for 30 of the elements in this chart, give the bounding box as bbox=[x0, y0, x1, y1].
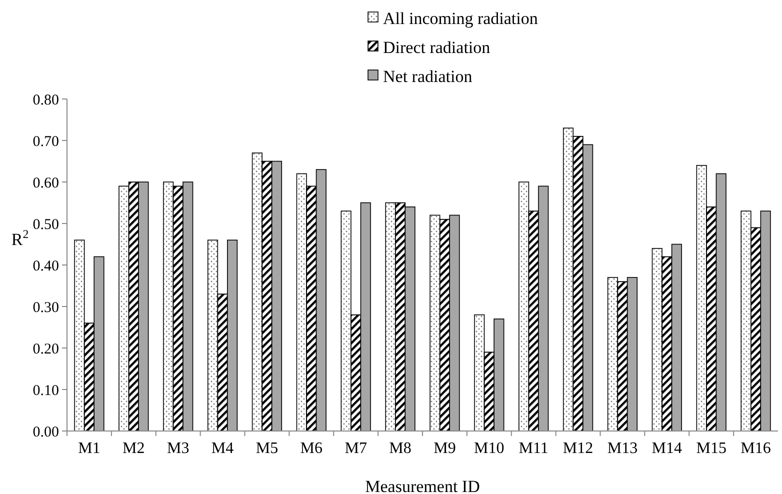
y-tick-label: 0.10 bbox=[32, 382, 59, 399]
x-tick-label: M14 bbox=[652, 440, 682, 457]
x-tick-label: M15 bbox=[696, 440, 726, 457]
y-tick-label: 0.80 bbox=[32, 92, 59, 108]
x-tick-label: M6 bbox=[300, 440, 323, 457]
x-tick-label: M7 bbox=[344, 440, 367, 457]
y-tick-label: 0.20 bbox=[32, 341, 59, 358]
x-tick-label: M13 bbox=[607, 440, 638, 457]
y-tick-label: 0.30 bbox=[32, 300, 59, 316]
x-tick-label: M11 bbox=[518, 440, 548, 457]
x-tick-label: M1 bbox=[78, 440, 100, 457]
x-tick-label: M3 bbox=[166, 440, 190, 457]
x-axis-title: Measurement ID bbox=[365, 477, 480, 494]
y-tick-label: 0.60 bbox=[32, 175, 59, 192]
y-tick-label: 0.50 bbox=[32, 216, 59, 233]
legend-label: Net radiation bbox=[383, 66, 473, 86]
x-tick-label: M12 bbox=[562, 440, 594, 457]
y-tick-label: 0.70 bbox=[32, 134, 59, 150]
x-tick-label: M2 bbox=[122, 440, 145, 457]
x-tick-label: M5 bbox=[256, 440, 278, 457]
x-tick-label: M9 bbox=[434, 440, 456, 457]
legend-label: All incoming radiation bbox=[383, 8, 538, 28]
x-tick-label: M16 bbox=[740, 440, 771, 457]
y-axis-title: R$^{2}$ bbox=[11, 227, 29, 249]
legend-label: Direct radiation bbox=[383, 38, 491, 57]
x-tick-label: M10 bbox=[474, 440, 504, 457]
y-tick-label: 0.00 bbox=[32, 424, 59, 440]
x-tick-label: M4 bbox=[211, 440, 234, 457]
x-tick-label: M8 bbox=[389, 440, 412, 457]
y-tick-label: 0.40 bbox=[32, 258, 59, 274]
